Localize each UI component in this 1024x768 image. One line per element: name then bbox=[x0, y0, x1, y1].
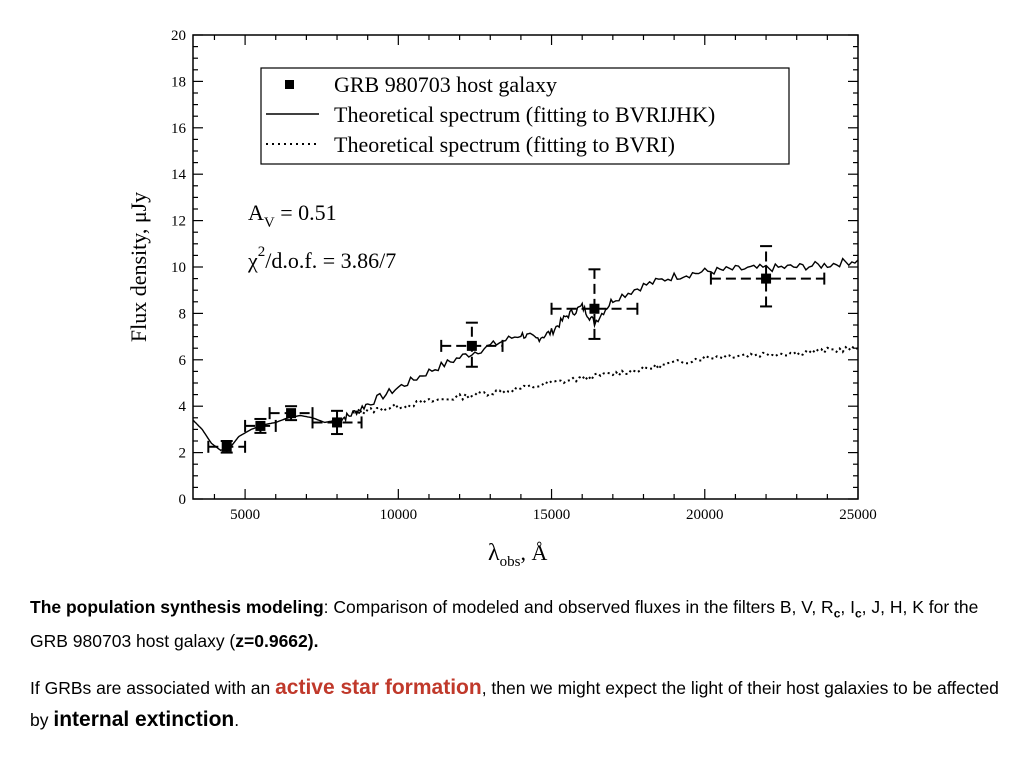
caption-redshift: z=0.9662). bbox=[235, 630, 319, 651]
caption-text-1b: , I bbox=[840, 597, 855, 617]
caption-paragraph-1: The population synthesis modeling: Compa… bbox=[30, 594, 1005, 655]
y-tick-label: 8 bbox=[179, 306, 187, 322]
caption-highlight-star-formation: active star formation bbox=[275, 676, 482, 699]
caption-text-2c: . bbox=[234, 710, 240, 730]
caption-highlight-extinction: internal extinction bbox=[53, 708, 235, 731]
y-tick-label: 20 bbox=[171, 28, 186, 44]
observed-points bbox=[207, 245, 826, 454]
y-tick-label: 4 bbox=[179, 399, 187, 415]
legend-marker-points bbox=[285, 80, 294, 89]
chart: 5000 10000 15000 20000 25000 0 2 4 6 8 10 12 14 16 18… bbox=[126, 28, 877, 570]
y-axis-label: Flux density, μJy bbox=[126, 192, 151, 342]
y-tick-label: 12 bbox=[171, 214, 186, 230]
y-tick-label: 16 bbox=[171, 121, 187, 137]
x-tick-label: 25000 bbox=[839, 507, 877, 523]
caption-text-2a: If GRBs are associated with an bbox=[30, 678, 276, 698]
data-point bbox=[332, 417, 343, 428]
legend-label-points: GRB 980703 host galaxy bbox=[334, 72, 557, 97]
data-point bbox=[286, 408, 297, 419]
y-tick-label: 10 bbox=[171, 260, 186, 276]
legend: GRB 980703 host galaxy Theoretical spect… bbox=[260, 67, 790, 165]
data-point bbox=[466, 340, 477, 351]
x-tick-label: 15000 bbox=[533, 507, 571, 523]
caption-sub-1: c bbox=[833, 606, 841, 621]
y-tick-label: 0 bbox=[179, 492, 187, 508]
legend-label-dotted: Theoretical spectrum (fitting to BVRI) bbox=[334, 132, 675, 157]
data-point bbox=[221, 441, 232, 452]
legend-label-solid: Theoretical spectrum (fitting to BVRIJHK… bbox=[334, 102, 715, 127]
x-tick-label: 20000 bbox=[686, 507, 724, 523]
caption-sub-2: c bbox=[854, 606, 862, 621]
axis-ticks bbox=[193, 34, 859, 500]
y-tick-label: 2 bbox=[179, 446, 187, 462]
legend-box bbox=[260, 67, 790, 165]
caption-text-1c: , J, H, K for the GRB 980703 host galaxy… bbox=[30, 597, 979, 651]
caption-text-2b: , then we might expect the light of thei… bbox=[30, 678, 999, 730]
data-point bbox=[589, 303, 600, 314]
caption-paragraph-2: If GRBs are associated with an active st… bbox=[30, 672, 1005, 736]
caption-text-1a: : Comparison of modeled and observed flu… bbox=[323, 597, 834, 617]
annotation-av: AV = 0.51 bbox=[248, 200, 337, 231]
curve-bvrijhk bbox=[192, 257, 859, 452]
y-tick-label: 14 bbox=[171, 167, 187, 183]
x-tick-label: 5000 bbox=[230, 507, 260, 523]
data-point bbox=[255, 420, 266, 431]
x-tick-label: 10000 bbox=[380, 507, 418, 523]
y-tick-label: 6 bbox=[179, 353, 187, 369]
annotation-chi2: χ2/d.o.f. = 3.86/7 bbox=[247, 244, 396, 273]
x-tick-labels: 5000 10000 15000 20000 25000 bbox=[230, 507, 877, 523]
model-curves bbox=[192, 257, 859, 452]
y-tick-label: 18 bbox=[171, 74, 186, 90]
data-point bbox=[761, 273, 772, 284]
y-tick-labels: 0 2 4 6 8 10 12 14 16 18 20 bbox=[171, 28, 187, 508]
curve-bvri bbox=[351, 344, 859, 417]
x-axis-label: λobs, Å bbox=[488, 540, 547, 570]
caption-heading: The population synthesis modeling bbox=[30, 597, 324, 617]
